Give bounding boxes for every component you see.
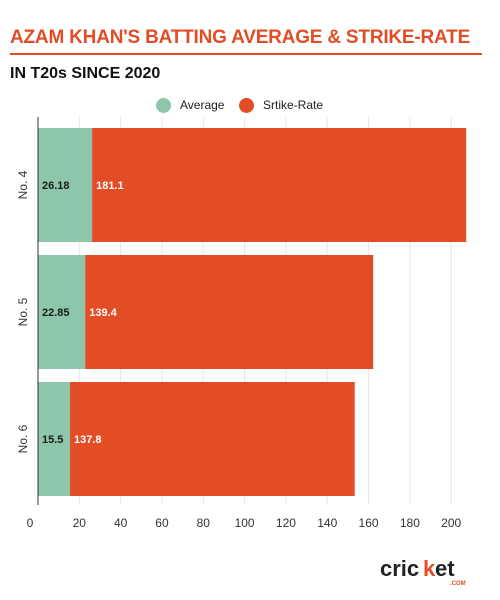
x-tick-label-7: 140: [317, 516, 337, 530]
legend-label-strike-rate: Srtike-Rate: [263, 98, 324, 112]
x-tick-label-10: 200: [441, 516, 461, 530]
x-tick-label-9: 180: [400, 516, 420, 530]
bar-average-2: [38, 382, 71, 496]
x-tick-label-5: 100: [235, 516, 255, 530]
data-label-strike-rate-0: 181.1: [96, 180, 124, 192]
x-tick-label-6: 120: [276, 516, 296, 530]
bar-strike-rate-1: [85, 255, 374, 369]
legend-item-average: Average: [156, 95, 224, 115]
svg-text:.COM: .COM: [450, 581, 466, 586]
data-label-average-2: 15.5: [42, 434, 63, 446]
data-label-average-1: 22.85: [42, 307, 70, 319]
chart-legend: Average Srtike-Rate: [0, 95, 500, 115]
legend-swatch-average: [156, 97, 171, 113]
data-label-strike-rate-2: 137.8: [74, 434, 102, 446]
x-tick-label-4: 80: [197, 516, 211, 530]
data-label-average-0: 26.18: [42, 180, 70, 192]
bar-strike-rate-2: [70, 382, 355, 496]
bar-average-0: [38, 128, 93, 242]
bar-average-1: [38, 255, 86, 369]
data-label-strike-rate-1: 139.4: [89, 307, 117, 319]
legend-swatch-strike-rate: [239, 97, 254, 113]
x-tick-label-3: 60: [155, 516, 169, 530]
svg-text:et: et: [435, 556, 455, 581]
y-category-label-0: No. 4: [16, 170, 30, 199]
y-category-label-1: No. 5: [16, 297, 30, 326]
cricket-com-logo: cric k et .COM: [380, 556, 466, 586]
x-tick-label-0: 0: [27, 516, 34, 530]
svg-text:k: k: [423, 556, 436, 581]
chart-title: AZAM KHAN'S BATTING AVERAGE & STRIKE-RAT…: [10, 27, 471, 48]
x-tick-label-2: 40: [114, 516, 128, 530]
bar-strike-rate-0: [92, 128, 467, 242]
title-underline: [10, 53, 482, 55]
svg-text:cric: cric: [380, 556, 419, 581]
y-category-label-2: No. 6: [16, 424, 30, 453]
x-tick-label-8: 160: [359, 516, 379, 530]
legend-item-strike-rate: Srtike-Rate: [239, 95, 323, 115]
x-tick-label-1: 20: [73, 516, 87, 530]
legend-label-average: Average: [180, 98, 225, 112]
chart-subtitle: IN T20s SINCE 2020: [10, 65, 161, 82]
